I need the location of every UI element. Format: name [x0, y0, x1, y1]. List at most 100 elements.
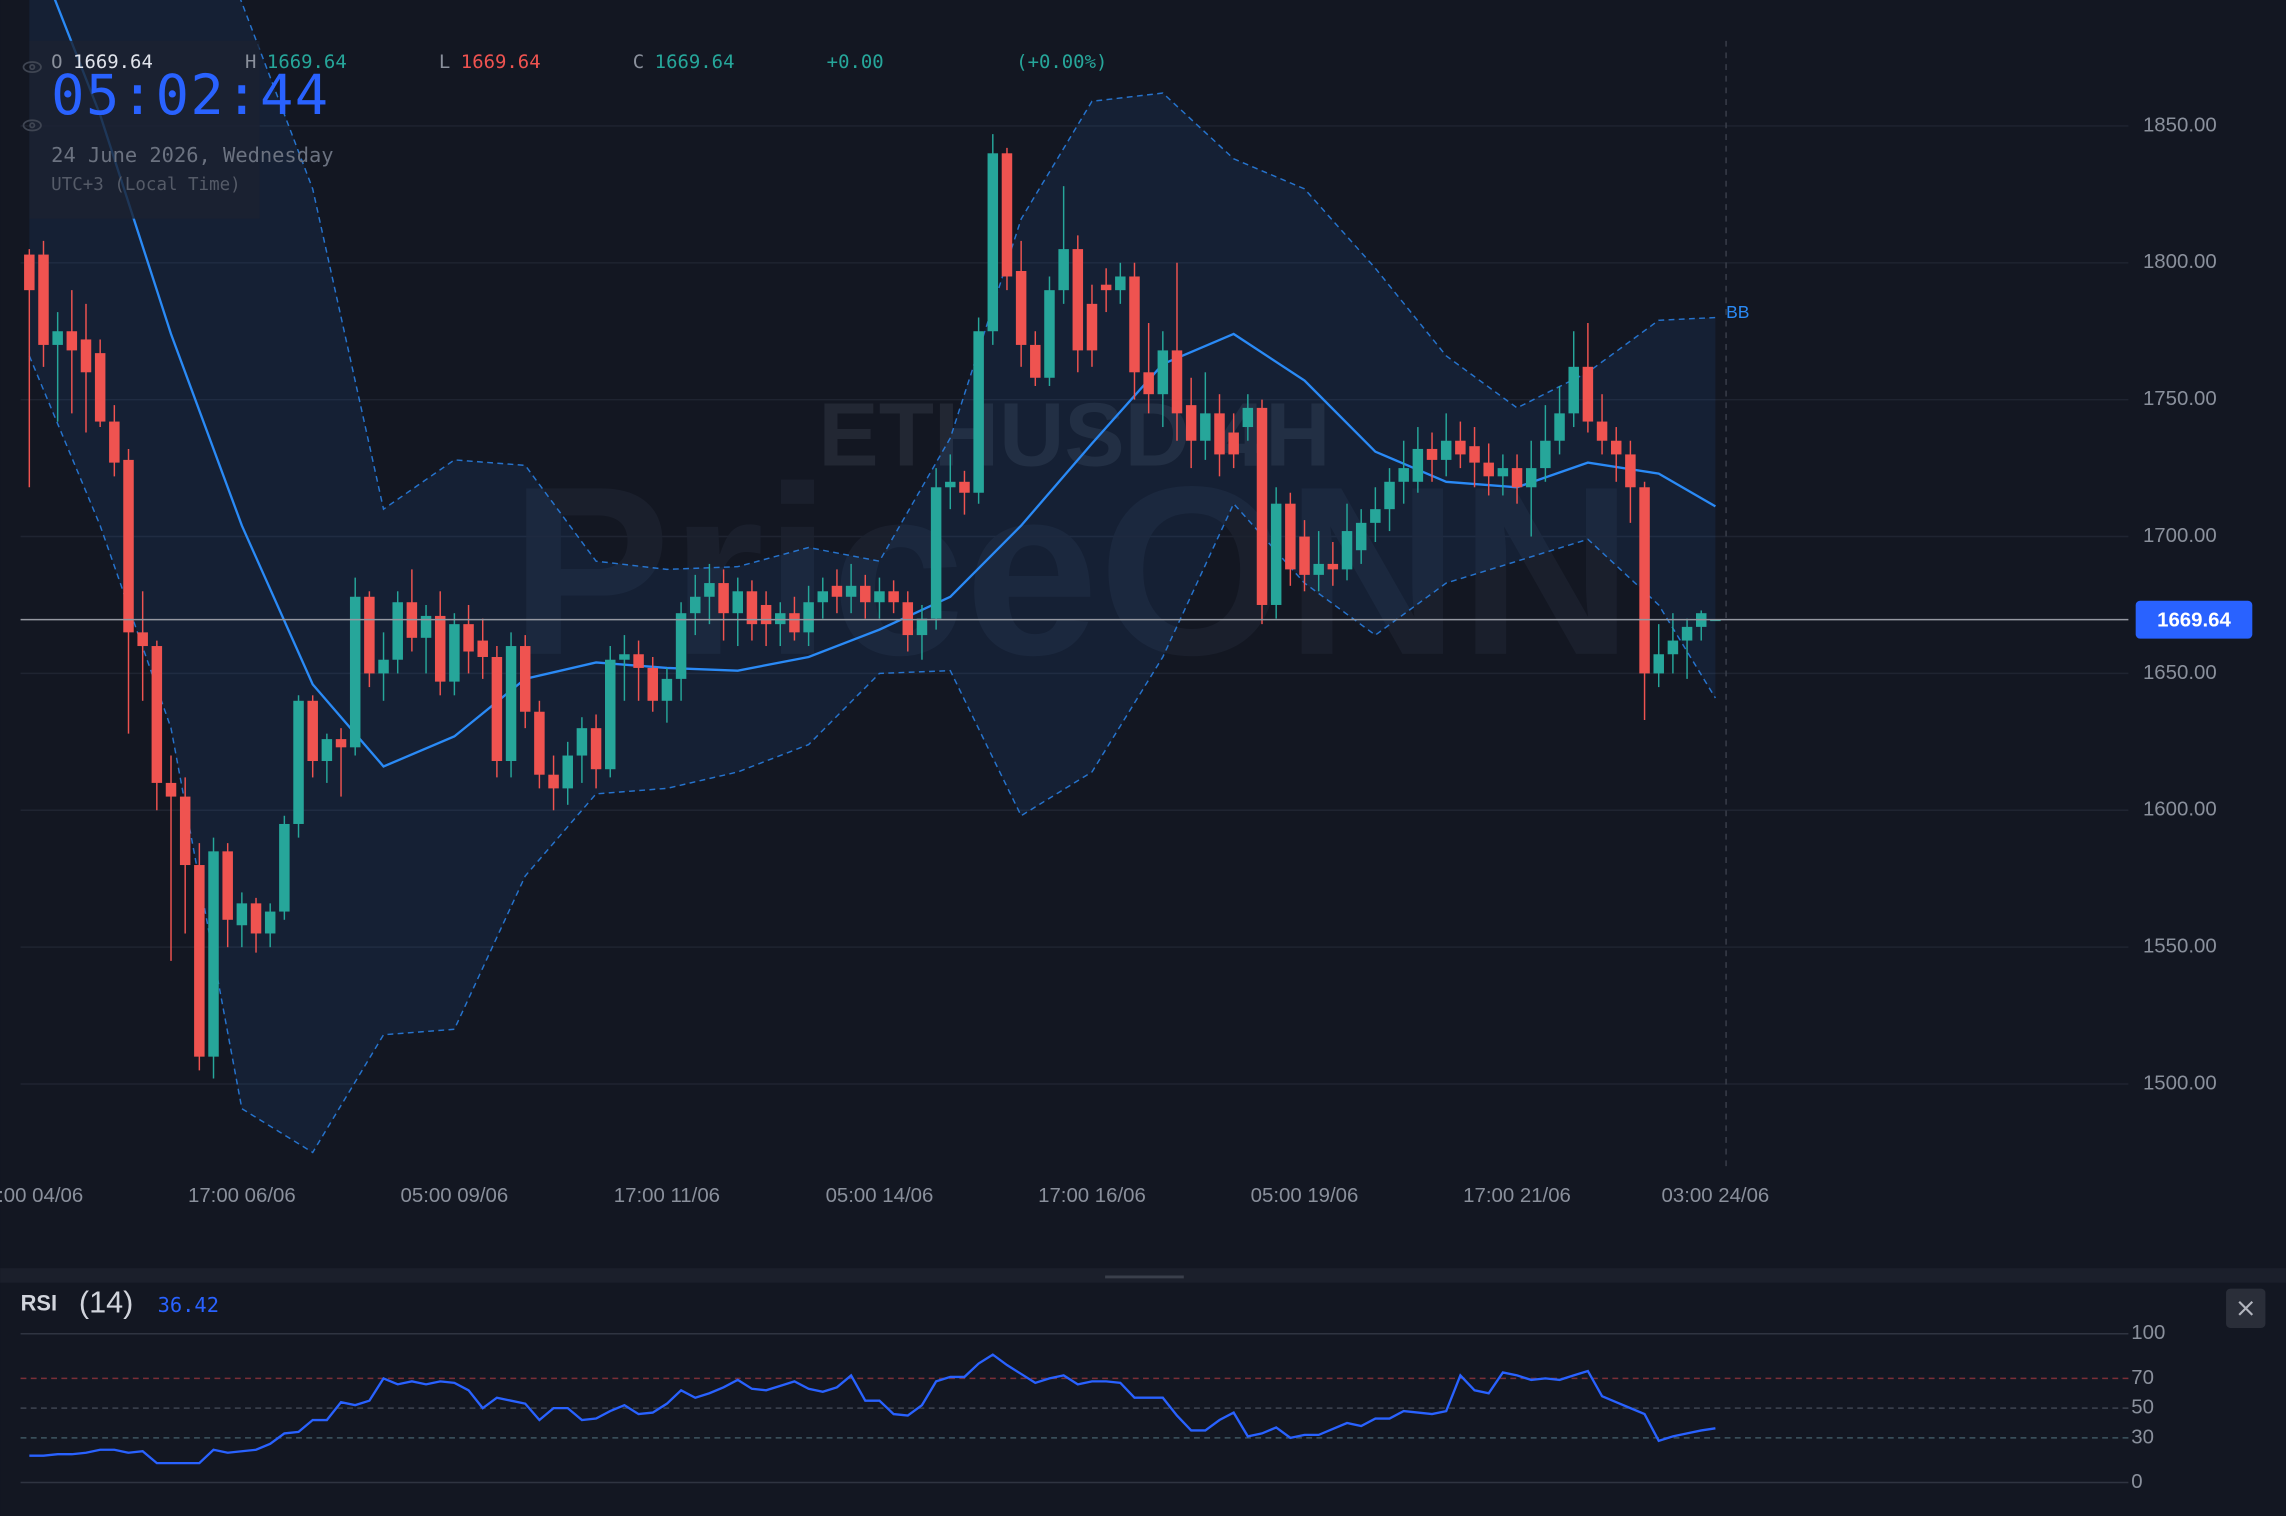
candle-body [236, 903, 248, 926]
candle-body [789, 613, 800, 633]
candle-body [1596, 421, 1608, 441]
candle-body [1157, 350, 1169, 395]
candle-body [66, 331, 78, 351]
legend-label: O [51, 51, 62, 73]
candle-body [1582, 366, 1594, 422]
candle-body [647, 667, 658, 701]
candle-body [1653, 654, 1664, 674]
candle-body [364, 596, 375, 674]
candle-body [94, 353, 106, 422]
candle-body [1511, 468, 1523, 488]
clock-date: 24 June 2026, Wednesday [51, 143, 333, 167]
candle-body [1554, 413, 1565, 441]
candle-body [661, 678, 673, 701]
legend-label: L [439, 51, 450, 73]
candle-body [746, 591, 758, 625]
candle-body [80, 339, 92, 373]
candle-body [1540, 440, 1551, 469]
candle-body [463, 624, 474, 652]
candle-body [1285, 503, 1296, 570]
candle-body [1299, 536, 1310, 575]
candle-body [1200, 413, 1211, 441]
candle-body [1370, 509, 1381, 523]
candle-body [1398, 468, 1409, 482]
candle-body [1610, 440, 1622, 455]
candle-body [1015, 271, 1027, 345]
candle-body [179, 796, 191, 866]
candle-body [704, 583, 715, 597]
candle-body [109, 421, 120, 463]
candle-body [1044, 290, 1055, 378]
candle-body [860, 585, 871, 603]
candle-body [1384, 481, 1395, 510]
candle-body [590, 728, 602, 770]
candle-body [930, 487, 942, 619]
candle-body [987, 153, 999, 332]
candle-body [420, 615, 432, 638]
candle-body [619, 654, 630, 660]
candle-body [1469, 446, 1480, 463]
candle-body [1001, 153, 1013, 277]
candle-body [732, 591, 744, 614]
candle-body [1214, 413, 1225, 455]
candle-body [165, 782, 177, 797]
clock-time: 05:02:44 [51, 64, 329, 128]
candle-body [973, 331, 984, 493]
candle-body [916, 618, 928, 636]
close-button[interactable] [2226, 1288, 2266, 1328]
candle-body [1115, 276, 1126, 291]
rsi-period: (14) [79, 1286, 133, 1320]
candle-body [1129, 276, 1140, 373]
last-price-label: 1669.64 [2157, 609, 2231, 631]
x-tick-label: 05:00 09/06 [401, 1185, 509, 1207]
candle-body [151, 646, 163, 783]
candle-body [519, 646, 531, 712]
y-tick-label: 1550.00 [2143, 936, 2217, 958]
bb-label: BB [1726, 302, 1749, 322]
candle-body [349, 596, 361, 748]
candle-body [1667, 640, 1679, 655]
candle-body [675, 613, 687, 679]
bb-middle [53, 0, 1716, 768]
candle-body [222, 851, 233, 920]
candle-body [321, 739, 333, 762]
eye-icon[interactable] [22, 61, 42, 74]
bb-fill [29, 0, 1716, 1153]
candle-body [1185, 405, 1197, 441]
candle-body [434, 615, 446, 682]
candle-body [945, 481, 956, 488]
candle-body [1483, 462, 1494, 477]
candle-body [718, 583, 729, 614]
candle-body [491, 656, 503, 762]
legend-label: H [245, 51, 256, 73]
rsi-tick-label: 70 [2131, 1367, 2154, 1389]
candle-body [1426, 448, 1438, 460]
candle-body [1412, 448, 1424, 482]
candle-body [1568, 366, 1579, 414]
candle-body [1327, 563, 1339, 570]
candle-body [902, 602, 914, 636]
candle-body [562, 755, 573, 789]
candle-body [888, 591, 899, 603]
pane-separator[interactable] [0, 1268, 2286, 1283]
rsi-tick-label: 0 [2131, 1471, 2142, 1493]
watermark-symbol: ETHUSD 4H [818, 385, 1330, 486]
legend-value: 1669.64 [461, 51, 541, 73]
x-tick-label: 17:00 16/06 [1038, 1185, 1146, 1207]
bb-upper [239, 0, 1716, 571]
candle-body [1497, 468, 1509, 477]
candle-body [1058, 249, 1069, 291]
candle-body [24, 254, 35, 291]
y-tick-label: 1750.00 [2143, 388, 2217, 410]
rsi-line [29, 1353, 1716, 1465]
candle-body [845, 585, 857, 597]
eye-icon[interactable] [22, 119, 42, 132]
y-tick-label: 1700.00 [2143, 525, 2217, 547]
y-tick-label: 1650.00 [2143, 662, 2217, 684]
clock-timezone: UTC+3 (Local Time) [51, 175, 240, 195]
candle-body [1455, 440, 1466, 455]
rsi-value: 36.42 [158, 1293, 219, 1317]
candle-body [576, 728, 588, 756]
